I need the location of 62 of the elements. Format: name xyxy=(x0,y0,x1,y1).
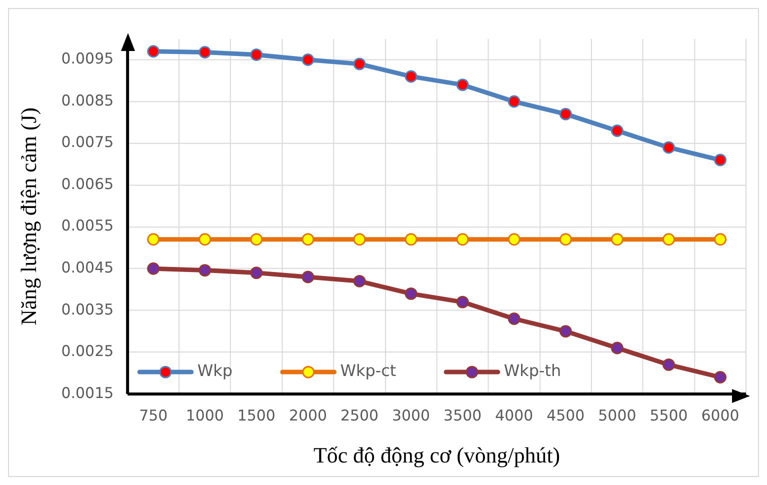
y-tick-label: 0.0025 xyxy=(61,342,114,360)
point xyxy=(610,233,624,246)
y-tick-label: 0.0035 xyxy=(61,300,114,318)
point xyxy=(198,46,212,58)
point xyxy=(302,54,314,66)
x-tick-label: 6000 xyxy=(701,406,740,425)
x-tick-label: 4000 xyxy=(495,406,534,425)
point xyxy=(404,287,418,300)
point xyxy=(610,342,624,354)
x-tick-label: 4500 xyxy=(546,406,585,425)
x-tick-label: 1000 xyxy=(186,406,224,425)
point xyxy=(404,233,418,246)
point xyxy=(714,154,726,166)
x-tick-label: 3500 xyxy=(444,406,482,425)
x-tick-label: 2000 xyxy=(288,406,327,425)
y-axis-title: Năng lượng điện cảm (J) xyxy=(16,107,41,326)
point xyxy=(559,325,572,338)
point xyxy=(198,264,212,277)
point xyxy=(147,45,160,58)
point xyxy=(353,274,366,288)
point xyxy=(250,48,263,61)
point xyxy=(353,58,366,70)
legend-label: Wkp-ct xyxy=(340,361,396,380)
x-tick-label: 1500 xyxy=(237,406,276,425)
x-tick-label: 3000 xyxy=(392,406,430,425)
point xyxy=(714,371,726,384)
point xyxy=(147,233,160,246)
point xyxy=(610,124,624,137)
point xyxy=(508,312,520,325)
point xyxy=(250,233,263,246)
point xyxy=(456,78,469,92)
y-tick-label: 0.0075 xyxy=(61,133,114,152)
point xyxy=(714,233,726,246)
legend-label: Wkp xyxy=(197,361,233,380)
x-tick-label: 2500 xyxy=(340,406,379,425)
point xyxy=(147,262,160,275)
point xyxy=(456,296,469,308)
y-tick-label: 0.0085 xyxy=(61,91,114,110)
point xyxy=(456,233,469,246)
y-tick-label: 0.0055 xyxy=(61,216,114,235)
y-tick-label: 0.0095 xyxy=(61,50,114,68)
x-tick-label: 5000 xyxy=(598,406,636,425)
point xyxy=(250,266,263,280)
x-tick-label: 5500 xyxy=(650,406,688,425)
x-tick-label: 750 xyxy=(139,406,168,425)
point xyxy=(662,233,675,246)
point xyxy=(508,95,520,108)
point xyxy=(404,70,418,83)
point xyxy=(302,233,314,246)
point xyxy=(662,141,675,154)
y-tick-label: 0.0015 xyxy=(61,384,114,402)
y-tick-label: 0.0065 xyxy=(61,174,114,193)
legend-label: Wkp-th xyxy=(504,361,562,380)
point xyxy=(353,233,366,246)
y-tick-label: 0.0045 xyxy=(61,258,114,276)
point xyxy=(508,233,520,246)
point xyxy=(198,233,212,246)
point xyxy=(559,108,572,120)
point xyxy=(662,358,675,371)
point xyxy=(302,270,314,284)
point xyxy=(559,233,572,246)
x-axis-title: Tốc độ động cơ (vòng/phút) xyxy=(313,442,560,468)
